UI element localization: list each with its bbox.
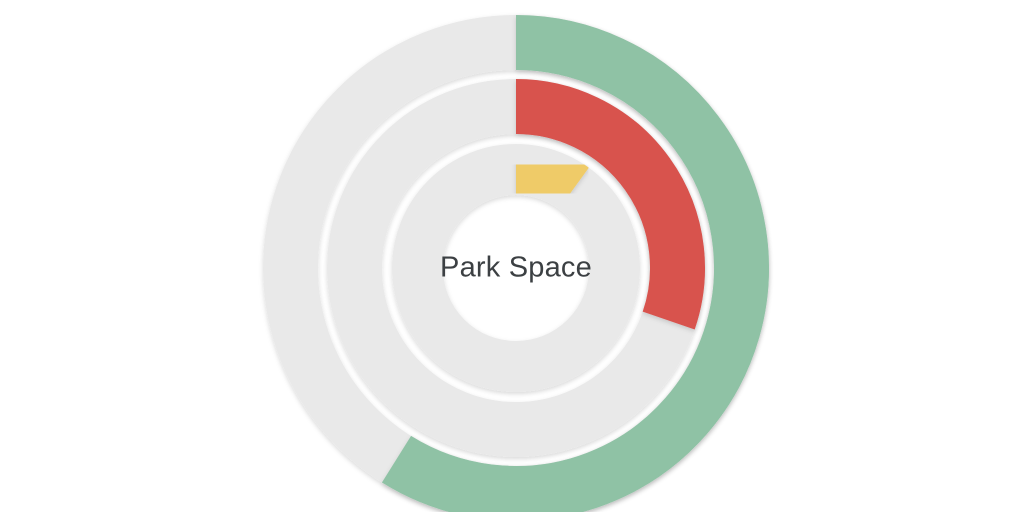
rings-group — [263, 15, 769, 512]
inner-ring-value-arc — [515, 144, 589, 210]
outer-ring-value-arc — [381, 15, 769, 512]
chart-center-label: Park Space — [440, 251, 592, 284]
middle-ring-value-arc — [515, 79, 705, 330]
